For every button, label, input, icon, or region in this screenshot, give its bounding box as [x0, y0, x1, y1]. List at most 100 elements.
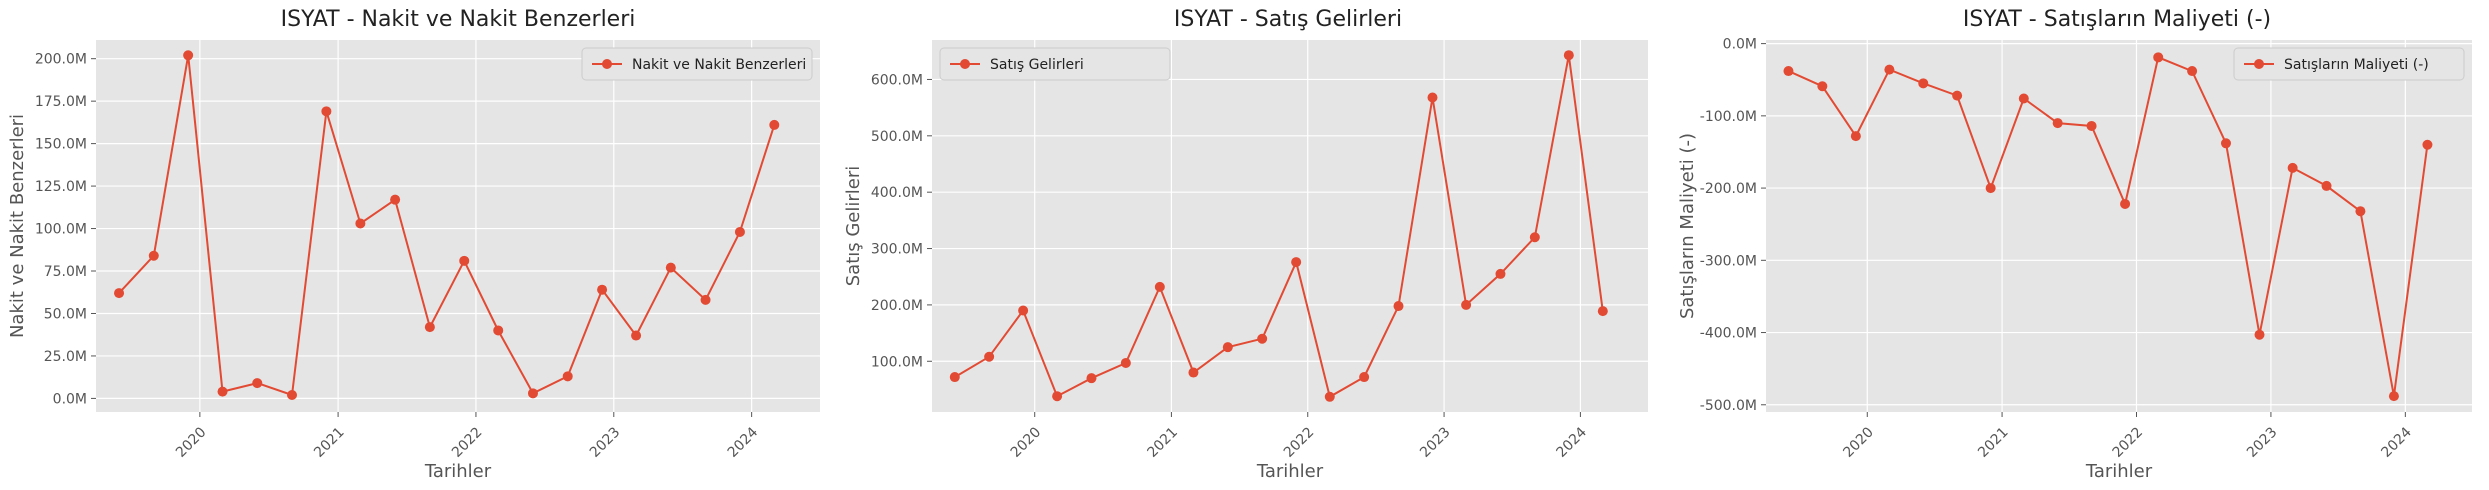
data-point: [1257, 333, 1268, 344]
data-point: [1359, 372, 1370, 383]
data-point: [1393, 301, 1404, 312]
data-point: [459, 255, 470, 266]
series-line: [954, 55, 1604, 399]
legend-label: Satışların Maliyeti (-): [2284, 57, 2429, 73]
data-point: [1222, 342, 1233, 353]
data-point: [769, 119, 780, 130]
data-point: [2220, 138, 2231, 149]
x-tick-label: 2024: [1553, 424, 1590, 461]
data-point: [527, 388, 538, 399]
legend-box: [939, 47, 1171, 81]
data-point: [1495, 268, 1506, 279]
data-point: [1952, 90, 1963, 101]
legend: Nakit ve Nakit Benzerleri: [581, 47, 813, 81]
data-point: [1120, 357, 1131, 368]
y-tick-label: 500.0M: [871, 129, 923, 145]
data-point: [424, 322, 435, 333]
data-point: [390, 194, 401, 205]
x-tick-label: 2022: [1281, 424, 1318, 461]
data-point: [1324, 391, 1335, 402]
data-point: [217, 386, 228, 397]
legend-marker: [2254, 59, 2264, 69]
data-point: [2287, 162, 2298, 173]
data-point: [321, 106, 332, 117]
data-point: [1529, 232, 1540, 243]
y-tick-label: -400.0M: [1700, 326, 1757, 342]
y-tick-label: -500.0M: [1700, 398, 1757, 414]
y-tick-label: 600.0M: [871, 72, 923, 88]
data-point: [2086, 120, 2097, 131]
data-point: [2355, 206, 2366, 217]
y-tick-label: 0.0M: [1723, 37, 1757, 53]
x-tick-label: 2020: [1840, 424, 1877, 461]
legend-label: Nakit ve Nakit Benzerleri: [632, 57, 806, 73]
y-tick-label: 175.0M: [35, 94, 87, 110]
y-tick-label: 0.0M: [53, 391, 87, 407]
data-point: [597, 284, 608, 295]
y-tick-label: 400.0M: [871, 185, 923, 201]
legend-box: [581, 47, 813, 81]
y-tick-label: 200.0M: [35, 52, 87, 68]
x-tick-label: 2020: [173, 424, 210, 461]
data-point: [2187, 66, 2198, 77]
x-axis-label: Tarihler: [1256, 461, 1324, 482]
x-tick-label: 2020: [1008, 424, 1045, 461]
chart-title: ISYAT - Satış Gelirleri: [1174, 7, 1402, 32]
x-tick-label: 2024: [725, 424, 762, 461]
data-point: [1985, 183, 1996, 194]
x-tick-label: 2022: [2110, 424, 2147, 461]
y-axis-label: Nakit ve Nakit Benzerleri: [7, 114, 28, 338]
series-line: [1788, 55, 2429, 397]
data-point: [1783, 66, 1794, 77]
data-point: [114, 288, 125, 299]
y-tick-label: 25.0M: [44, 349, 87, 365]
x-tick-label: 2021: [1145, 424, 1182, 461]
data-point: [287, 390, 298, 401]
y-tick-label: 150.0M: [35, 137, 87, 153]
data-point: [1850, 131, 1861, 142]
data-point: [1154, 281, 1165, 292]
x-tick-label: 2023: [1417, 424, 1454, 461]
y-tick-label: 50.0M: [44, 306, 87, 322]
y-axis-label: Satışların Maliyeti (-): [1677, 133, 1698, 319]
data-point: [665, 262, 676, 273]
data-point: [2052, 118, 2063, 129]
data-point: [183, 50, 194, 61]
data-point: [1188, 367, 1199, 378]
data-point: [1461, 299, 1472, 310]
x-tick-label: 2024: [2378, 424, 2415, 461]
data-point: [1086, 373, 1097, 384]
plot-area: [96, 40, 820, 412]
data-point: [700, 294, 711, 305]
chart-title: ISYAT - Nakit ve Nakit Benzerleri: [281, 7, 636, 32]
x-tick-label: 2021: [311, 424, 348, 461]
x-tick-label: 2023: [2244, 424, 2281, 461]
chart-3: 0.0M -100.0M -200.0M -300.0M -400.0M -500.0M 2…: [1677, 7, 2472, 482]
legend: Satışların Maliyeti (-): [2233, 47, 2465, 81]
data-point: [984, 351, 995, 362]
plot-area: [1766, 40, 2472, 412]
x-axis-label: Tarihler: [424, 461, 492, 482]
data-point: [1052, 391, 1063, 402]
y-tick-label: 100.0M: [871, 354, 923, 370]
chart-title: ISYAT - Satışların Maliyeti (-): [1963, 7, 2271, 32]
y-tick-label: -300.0M: [1700, 253, 1757, 269]
y-tick-label: 200.0M: [871, 298, 923, 314]
data-point: [355, 218, 366, 229]
data-point: [2120, 198, 2131, 209]
x-tick-label: 2021: [1975, 424, 2012, 461]
data-point: [2254, 329, 2265, 340]
y-axis-label: Satış Gelirleri: [843, 166, 864, 287]
data-point: [1817, 81, 1828, 92]
data-point: [631, 330, 642, 341]
data-point: [148, 250, 159, 261]
data-point: [2388, 391, 2399, 402]
legend-label: Satış Gelirleri: [990, 57, 1084, 73]
series-line: [118, 55, 776, 397]
y-tick-label: 125.0M: [35, 179, 87, 195]
data-point: [1291, 257, 1302, 268]
x-tick-label: 2023: [587, 424, 624, 461]
y-tick-label: 300.0M: [871, 242, 923, 258]
y-tick-label: -200.0M: [1700, 181, 1757, 197]
data-point: [2422, 139, 2433, 150]
